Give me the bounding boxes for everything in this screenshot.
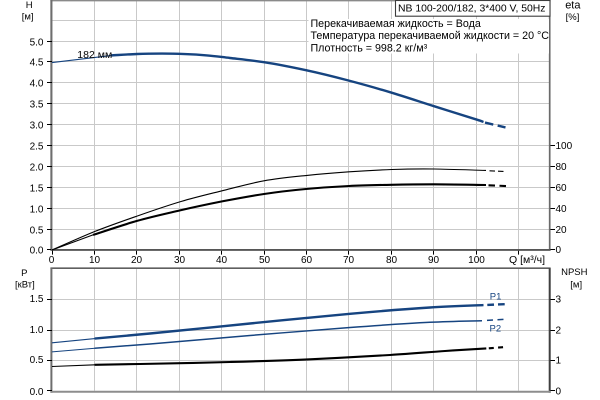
svg-text:[м]: [м] bbox=[570, 279, 582, 290]
svg-text:0.0: 0.0 bbox=[30, 246, 44, 257]
svg-text:182 мм: 182 мм bbox=[77, 49, 112, 61]
svg-text:80: 80 bbox=[556, 162, 568, 173]
svg-text:0.0: 0.0 bbox=[30, 387, 44, 398]
svg-text:5.0: 5.0 bbox=[30, 38, 44, 49]
svg-text:30: 30 bbox=[174, 255, 186, 266]
svg-text:20: 20 bbox=[131, 255, 143, 266]
svg-text:3: 3 bbox=[556, 294, 562, 305]
svg-text:[м]: [м] bbox=[22, 12, 34, 23]
svg-text:100: 100 bbox=[468, 255, 485, 266]
svg-text:0: 0 bbox=[49, 255, 55, 266]
svg-text:60: 60 bbox=[556, 183, 568, 194]
svg-text:Температура перекачиваемой жид: Температура перекачиваемой жидкости = 20… bbox=[311, 30, 550, 42]
svg-text:1.5: 1.5 bbox=[30, 294, 44, 305]
svg-text:1.0: 1.0 bbox=[30, 325, 44, 336]
svg-text:NB 100-200/182, 3*400 V, 50Hz: NB 100-200/182, 3*400 V, 50Hz bbox=[398, 4, 546, 15]
svg-text:3.0: 3.0 bbox=[30, 121, 44, 132]
svg-text:70: 70 bbox=[343, 255, 355, 266]
svg-text:100: 100 bbox=[556, 141, 573, 152]
svg-text:1: 1 bbox=[556, 355, 562, 366]
svg-text:40: 40 bbox=[556, 204, 568, 215]
svg-text:2.0: 2.0 bbox=[30, 163, 44, 174]
svg-text:H: H bbox=[26, 0, 33, 11]
svg-text:1.5: 1.5 bbox=[30, 184, 44, 195]
svg-text:2.5: 2.5 bbox=[30, 142, 44, 153]
svg-text:80: 80 bbox=[386, 255, 398, 266]
svg-text:[кВт]: [кВт] bbox=[15, 279, 35, 290]
svg-text:0: 0 bbox=[556, 387, 562, 398]
svg-text:0.5: 0.5 bbox=[30, 355, 44, 366]
svg-text:0: 0 bbox=[556, 245, 562, 256]
svg-text:40: 40 bbox=[216, 255, 228, 266]
svg-text:P2: P2 bbox=[490, 324, 502, 335]
svg-text:NPSH: NPSH bbox=[561, 267, 588, 278]
svg-text:2: 2 bbox=[556, 325, 562, 336]
svg-text:10: 10 bbox=[89, 255, 101, 266]
svg-text:60: 60 bbox=[301, 255, 313, 266]
svg-text:[%]: [%] bbox=[566, 12, 580, 23]
svg-text:50: 50 bbox=[259, 255, 271, 266]
svg-text:0.5: 0.5 bbox=[30, 226, 44, 237]
svg-text:P: P bbox=[21, 268, 27, 279]
svg-text:P1: P1 bbox=[490, 292, 502, 303]
svg-text:1.0: 1.0 bbox=[30, 205, 44, 216]
svg-text:eta: eta bbox=[565, 0, 581, 12]
svg-text:3.5: 3.5 bbox=[30, 100, 44, 111]
svg-text:4.5: 4.5 bbox=[30, 58, 44, 69]
svg-text:Q [м³/ч]: Q [м³/ч] bbox=[509, 254, 545, 266]
svg-text:4.0: 4.0 bbox=[30, 79, 44, 90]
svg-text:Перекачиваемая жидкость = Вода: Перекачиваемая жидкость = Вода bbox=[311, 18, 481, 30]
svg-text:Плотность = 998.2 кг/м³: Плотность = 998.2 кг/м³ bbox=[311, 42, 428, 54]
svg-text:20: 20 bbox=[556, 225, 568, 236]
svg-text:90: 90 bbox=[428, 255, 440, 266]
